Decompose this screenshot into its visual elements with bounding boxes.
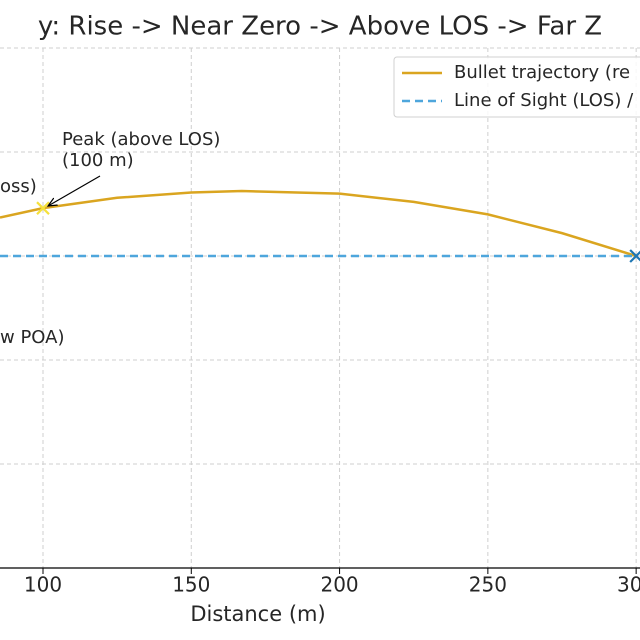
point-marker	[629, 249, 640, 263]
x-axis-label: Distance (m)	[190, 602, 325, 626]
plot-area	[0, 189, 640, 263]
grid	[0, 47, 640, 568]
chart-title: y: Rise -> Near Zero -> Above LOS -> Far…	[38, 12, 602, 42]
x-tick-label: 300	[617, 573, 640, 597]
x-tick-label: 200	[320, 573, 358, 597]
x-tick-label: 150	[172, 573, 210, 597]
legend-label: Bullet trajectory (re	[454, 62, 630, 83]
x-tick-label: 250	[469, 573, 507, 597]
annotation: Peak (above LOS)	[62, 129, 220, 150]
annotation: w POA)	[0, 327, 65, 348]
x-tick-label: 100	[24, 573, 62, 597]
annotation: oss)	[0, 176, 37, 197]
series-line	[0, 189, 637, 258]
legend-label: Line of Sight (LOS) /	[454, 90, 634, 111]
legend: Bullet trajectory (re Line of Sight (LOS)…	[393, 56, 640, 118]
legend-box	[393, 56, 640, 118]
annotation-arrow	[48, 175, 101, 206]
annotation: (100 m)	[62, 150, 134, 171]
